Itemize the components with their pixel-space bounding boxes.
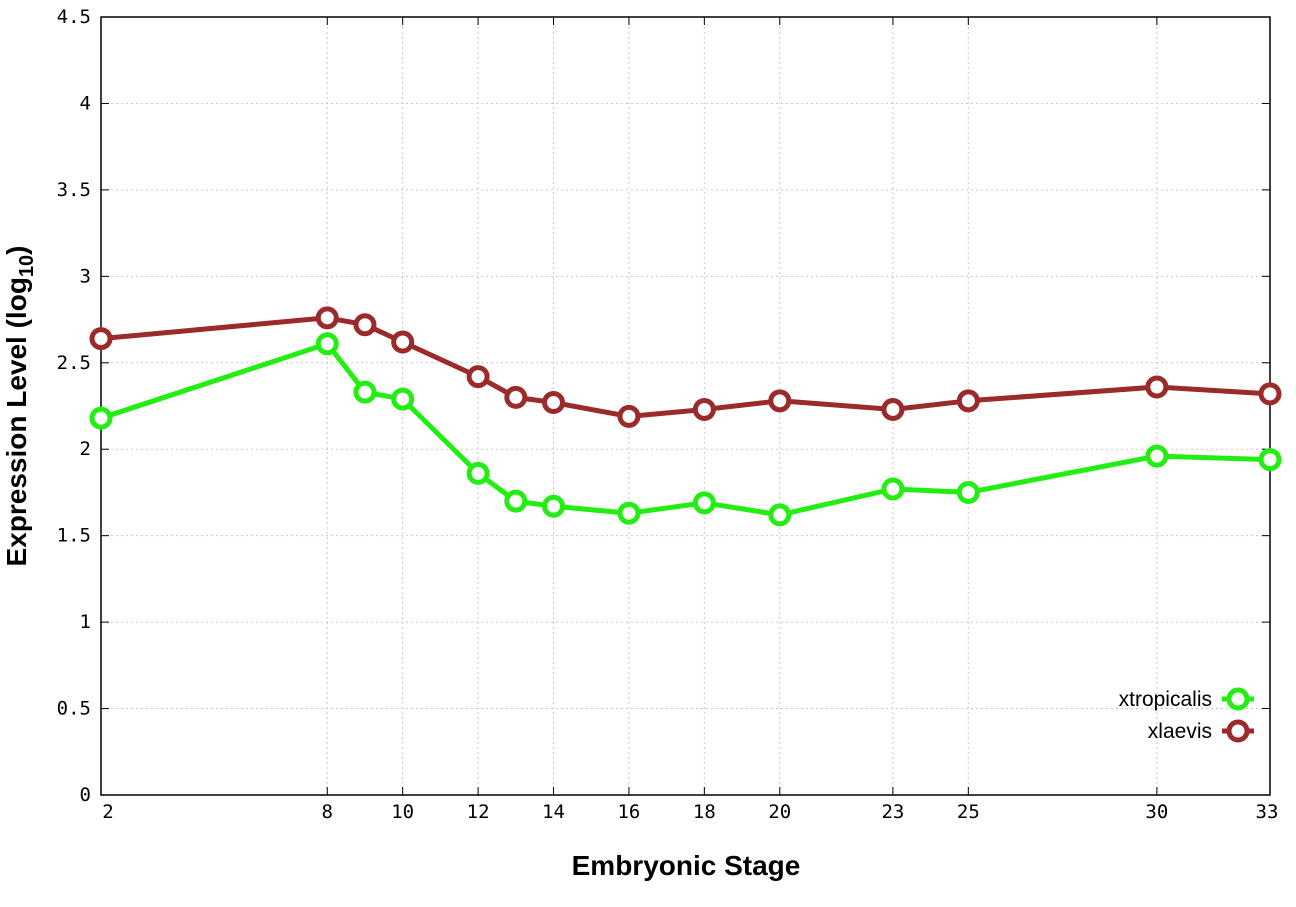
data-point (692, 397, 716, 421)
y-tick-label: 3 (80, 265, 91, 287)
data-point (542, 494, 566, 518)
data-point (391, 330, 415, 354)
series-xlaevis (89, 306, 1282, 428)
x-tick-label: 2 (102, 801, 113, 823)
x-tick-label: 10 (391, 801, 414, 823)
data-point (466, 365, 490, 389)
data-point (391, 387, 415, 411)
data-point (353, 313, 377, 337)
data-point (315, 332, 339, 356)
data-point (504, 489, 528, 513)
y-tick-label: 1 (80, 611, 91, 633)
y-axis-title-subscript: 10 (16, 255, 38, 277)
series-line (100, 341, 1271, 518)
legend-label: xtropicalis (1119, 688, 1212, 711)
y-axis-title: Expression Level (log10) (1, 246, 38, 567)
data-point (1258, 382, 1282, 406)
x-tick-label: 16 (617, 801, 640, 823)
x-axis-title: Embryonic Stage (572, 850, 801, 881)
data-point (617, 404, 641, 428)
x-tick-label: 23 (881, 801, 904, 823)
series-xtropicalis (89, 332, 1282, 527)
y-tick-label: 2.5 (57, 352, 91, 374)
data-point (768, 389, 792, 413)
data-point (956, 480, 980, 504)
legend-item: xlaevis (1148, 719, 1254, 743)
y-tick-label: 0.5 (57, 698, 91, 720)
data-point (956, 389, 980, 413)
legend-swatch-marker (1226, 687, 1250, 711)
data-point (466, 461, 490, 485)
legend-label: xlaevis (1148, 720, 1212, 743)
data-point (617, 501, 641, 525)
legend-swatch-marker (1226, 719, 1250, 743)
y-tick-label: 2 (80, 438, 91, 460)
data-point (1145, 375, 1169, 399)
data-point (768, 503, 792, 527)
series-line (100, 315, 1271, 419)
y-tick-label: 4.5 (57, 6, 91, 28)
data-point (881, 477, 905, 501)
x-tick-label: 30 (1145, 801, 1168, 823)
data-point (89, 406, 113, 430)
y-axis-title-main: Expression Level (log (1, 277, 32, 566)
x-tick-label: 20 (768, 801, 791, 823)
x-tick-label: 8 (322, 801, 333, 823)
legend-item: xtropicalis (1119, 687, 1254, 711)
plot-frame (100, 16, 1271, 796)
data-point (692, 491, 716, 515)
data-point (542, 391, 566, 415)
data-point (1145, 444, 1169, 468)
y-tick-label: 4 (80, 92, 91, 114)
data-point (89, 327, 113, 351)
data-point (353, 380, 377, 404)
x-tick-label: 12 (467, 801, 490, 823)
x-tick-label: 33 (1256, 801, 1279, 823)
axis-ticks: 0 0.5 1 1.5 2 2.5 3 3.5 4 4.5 2 8 10 12 14 16 18 20 23 25 30… (57, 6, 1279, 823)
x-tick-label: 14 (542, 801, 565, 823)
data-point (881, 397, 905, 421)
y-tick-label: 1.5 (57, 525, 91, 547)
data-point (504, 385, 528, 409)
y-tick-label: 0 (80, 784, 91, 806)
series-group (89, 306, 1282, 527)
grid-lines (101, 17, 1270, 795)
x-tick-label: 25 (957, 801, 980, 823)
data-point (315, 306, 339, 330)
data-point (1258, 448, 1282, 472)
y-axis-title-close: ) (1, 246, 32, 255)
x-tick-label: 18 (693, 801, 716, 823)
y-tick-label: 3.5 (57, 179, 91, 201)
legend: xtropicalis xlaevis (1119, 687, 1254, 743)
